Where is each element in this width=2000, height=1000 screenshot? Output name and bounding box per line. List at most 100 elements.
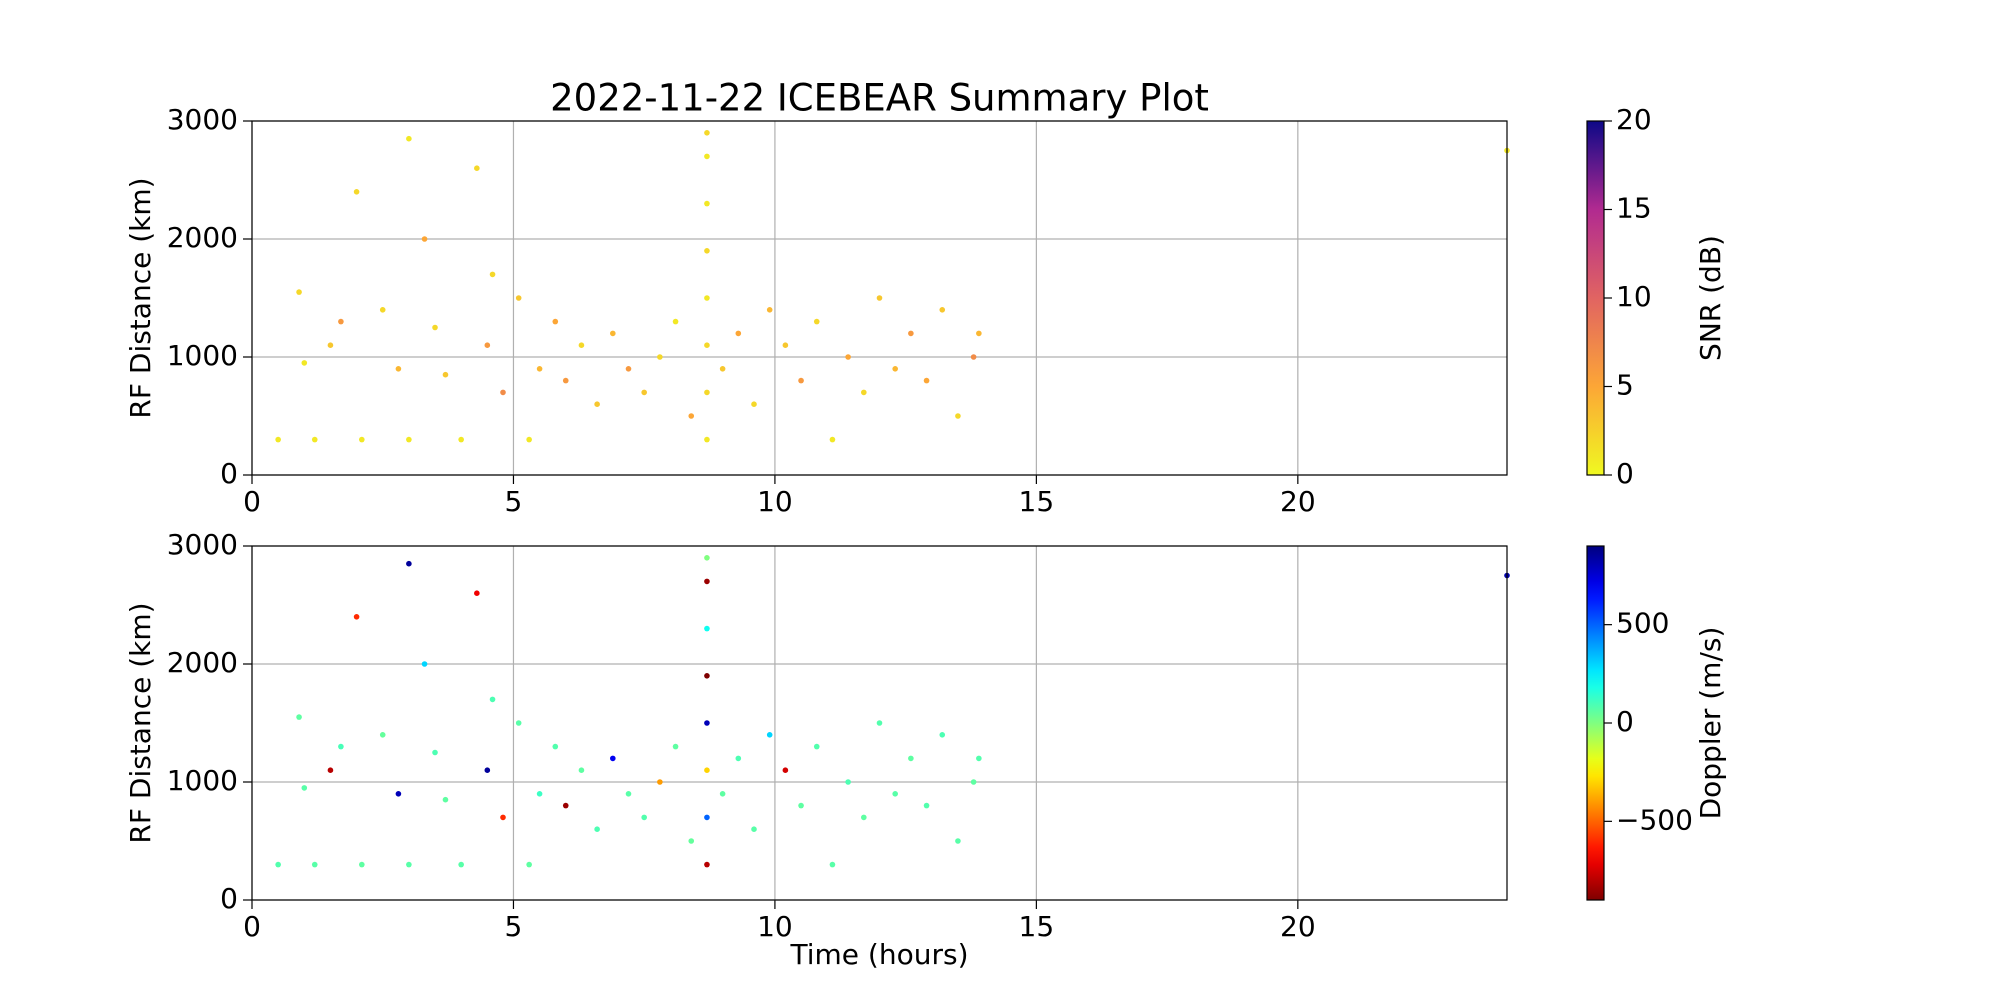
y-tick-label: 0	[220, 457, 238, 490]
data-point	[526, 861, 532, 868]
colorbar-tick-label: 0	[1616, 705, 1634, 738]
data-point	[489, 271, 496, 278]
data-point	[641, 814, 647, 821]
data-point	[688, 838, 695, 844]
data-point	[939, 307, 946, 313]
data-point	[432, 324, 438, 331]
data-point	[908, 755, 914, 762]
data-point	[704, 153, 710, 160]
data-point	[275, 861, 281, 868]
data-point	[657, 354, 663, 360]
data-point	[442, 796, 449, 803]
data-point	[406, 560, 412, 567]
data-point	[338, 743, 344, 750]
y-tick-label: 3000	[167, 103, 238, 136]
data-point	[562, 377, 569, 384]
x-tick-label: 10	[757, 910, 793, 943]
data-point	[353, 614, 360, 620]
data-point	[955, 838, 961, 844]
data-point	[782, 767, 789, 773]
data-point	[327, 767, 334, 773]
data-point	[688, 413, 695, 419]
data-point	[672, 743, 679, 750]
data-point	[327, 342, 334, 349]
data-point	[657, 779, 663, 785]
y-tick-label: 1000	[167, 339, 238, 372]
data-point	[751, 826, 757, 832]
data-point	[301, 360, 308, 366]
data-point	[939, 732, 946, 738]
data-point	[484, 767, 491, 773]
x-axis-label: Time (hours)	[790, 938, 969, 971]
plot-frame	[251, 545, 1508, 901]
y-axis-label: RF Distance (km)	[124, 177, 157, 418]
data-point	[379, 307, 386, 313]
y-tick-label: 2000	[167, 646, 238, 679]
data-point	[876, 295, 883, 301]
data-point	[500, 389, 506, 396]
data-point	[704, 555, 710, 561]
data-point	[704, 673, 710, 679]
data-point	[704, 389, 710, 396]
data-point	[406, 861, 412, 868]
data-point	[442, 371, 449, 378]
colorbar-tick-label: 20	[1616, 103, 1652, 136]
data-point	[500, 814, 506, 821]
y-tick-label: 3000	[167, 528, 238, 561]
x-tick-label: 0	[243, 910, 261, 943]
colorbar	[1586, 120, 1605, 476]
colorbar-label: SNR (dB)	[1694, 235, 1727, 361]
data-point	[489, 696, 496, 703]
data-point	[704, 861, 710, 868]
data-point	[704, 342, 710, 349]
data-point	[704, 578, 710, 585]
data-point	[704, 295, 710, 301]
data-point	[552, 318, 559, 325]
data-point	[474, 590, 480, 596]
data-point	[735, 330, 742, 337]
data-point	[610, 330, 616, 337]
x-tick-label: 20	[1280, 910, 1316, 943]
data-point	[359, 436, 365, 443]
data-point	[970, 779, 977, 785]
data-point	[798, 802, 804, 809]
data-point	[536, 366, 543, 372]
y-tick-label: 1000	[167, 764, 238, 797]
x-tick-label: 20	[1280, 485, 1316, 518]
data-point	[578, 767, 585, 773]
data-point	[719, 366, 726, 372]
data-point	[395, 791, 402, 797]
data-point	[782, 342, 789, 349]
data-point	[813, 318, 820, 325]
data-point	[301, 785, 308, 791]
chart-title: 2022-11-22 ICEBEAR Summary Plot	[550, 77, 1209, 120]
data-point	[766, 307, 773, 313]
data-point	[704, 767, 710, 773]
data-point	[735, 755, 742, 762]
data-point	[536, 791, 543, 797]
y-axis-label: RF Distance (km)	[124, 602, 157, 843]
colorbar-tick-label: 0	[1616, 457, 1634, 490]
colorbar-tick-label: −500	[1616, 803, 1693, 836]
data-point	[704, 814, 710, 821]
data-point	[359, 861, 365, 868]
data-point	[296, 714, 302, 720]
data-point	[641, 389, 647, 396]
data-point	[379, 732, 386, 738]
data-point	[751, 401, 757, 408]
data-point	[552, 743, 559, 750]
data-point	[976, 755, 982, 762]
data-point	[861, 389, 867, 396]
data-point	[406, 135, 412, 142]
x-tick-label: 15	[1019, 910, 1055, 943]
data-point	[719, 791, 726, 797]
data-point	[432, 749, 438, 756]
data-point	[861, 814, 867, 821]
data-point	[892, 366, 898, 372]
data-point	[923, 377, 930, 384]
colorbar-tick-label: 10	[1616, 280, 1652, 313]
data-point	[829, 436, 836, 443]
data-point	[704, 720, 710, 726]
colorbar-tick-label: 15	[1616, 192, 1652, 225]
